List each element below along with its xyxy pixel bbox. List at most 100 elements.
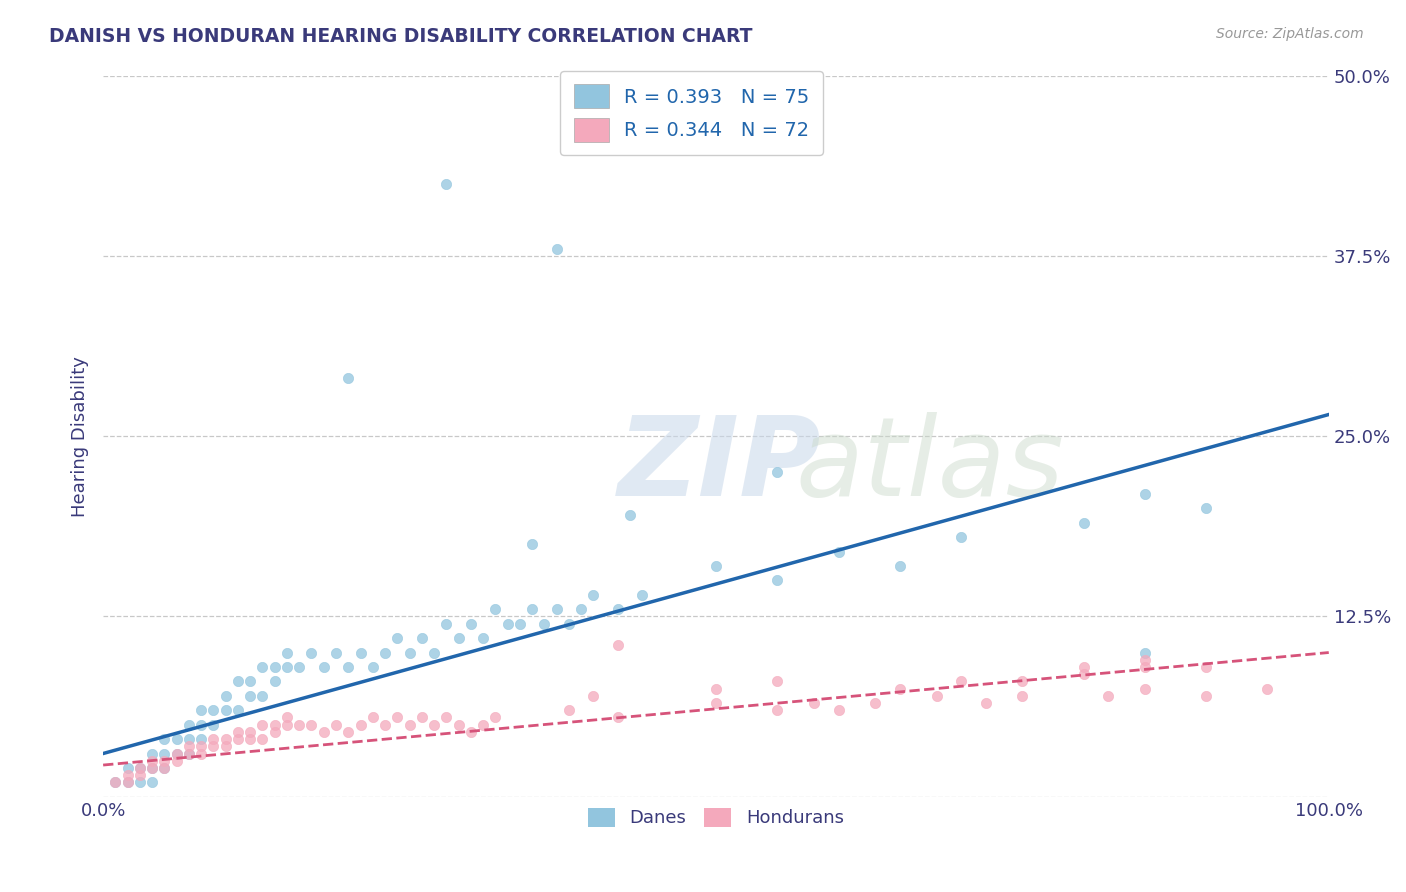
Point: [434, 710, 457, 724]
Point: [276, 717, 298, 731]
Point: [117, 775, 139, 789]
Point: [349, 717, 371, 731]
Text: DANISH VS HONDURAN HEARING DISABILITY CORRELATION CHART: DANISH VS HONDURAN HEARING DISABILITY CO…: [49, 27, 752, 45]
Point: [827, 703, 849, 717]
Point: [117, 761, 139, 775]
Point: [239, 674, 262, 689]
Point: [496, 616, 519, 631]
Point: [1195, 660, 1218, 674]
Point: [950, 530, 973, 544]
Point: [1256, 681, 1278, 696]
Point: [301, 717, 323, 731]
Point: [387, 710, 409, 724]
Point: [520, 602, 543, 616]
Point: [558, 616, 581, 631]
Point: [288, 660, 311, 674]
Point: [312, 724, 335, 739]
Point: [374, 717, 396, 731]
Point: [129, 775, 152, 789]
Point: [1011, 674, 1033, 689]
Point: [202, 717, 225, 731]
Point: [325, 646, 347, 660]
Point: [263, 724, 285, 739]
Point: [766, 574, 789, 588]
Point: [288, 717, 311, 731]
Point: [263, 717, 285, 731]
Point: [423, 717, 446, 731]
Point: [263, 660, 285, 674]
Point: [252, 660, 274, 674]
Point: [141, 761, 163, 775]
Point: [104, 775, 127, 789]
Point: [1073, 667, 1095, 681]
Point: [434, 177, 457, 191]
Point: [447, 717, 470, 731]
Point: [104, 775, 127, 789]
Point: [202, 739, 225, 754]
Point: [361, 660, 384, 674]
Point: [704, 696, 727, 710]
Point: [215, 732, 238, 747]
Point: [215, 703, 238, 717]
Point: [606, 710, 628, 724]
Point: [1195, 501, 1218, 516]
Point: [166, 732, 188, 747]
Point: [889, 681, 911, 696]
Point: [704, 559, 727, 574]
Point: [766, 703, 789, 717]
Point: [460, 724, 482, 739]
Point: [484, 602, 506, 616]
Point: [312, 660, 335, 674]
Point: [190, 732, 212, 747]
Point: [606, 638, 628, 652]
Point: [153, 761, 176, 775]
Point: [546, 602, 568, 616]
Point: [153, 761, 176, 775]
Point: [263, 674, 285, 689]
Point: [472, 717, 495, 731]
Point: [865, 696, 887, 710]
Text: Source: ZipAtlas.com: Source: ZipAtlas.com: [1216, 27, 1364, 41]
Point: [447, 631, 470, 645]
Point: [202, 703, 225, 717]
Point: [1195, 689, 1218, 703]
Point: [558, 703, 581, 717]
Point: [166, 754, 188, 768]
Point: [766, 674, 789, 689]
Point: [434, 616, 457, 631]
Point: [177, 739, 200, 754]
Point: [276, 710, 298, 724]
Y-axis label: Hearing Disability: Hearing Disability: [72, 356, 89, 516]
Point: [1133, 681, 1156, 696]
Point: [411, 710, 433, 724]
Point: [239, 724, 262, 739]
Point: [520, 537, 543, 551]
Point: [484, 710, 506, 724]
Point: [153, 754, 176, 768]
Point: [325, 717, 347, 731]
Point: [472, 631, 495, 645]
Point: [1133, 653, 1156, 667]
Point: [803, 696, 825, 710]
Point: [460, 616, 482, 631]
Point: [423, 646, 446, 660]
Point: [1011, 689, 1033, 703]
Text: ZIP: ZIP: [617, 411, 821, 518]
Point: [239, 689, 262, 703]
Point: [252, 717, 274, 731]
Point: [129, 761, 152, 775]
Point: [215, 689, 238, 703]
Point: [374, 646, 396, 660]
Point: [411, 631, 433, 645]
Point: [141, 747, 163, 761]
Point: [619, 508, 641, 523]
Point: [974, 696, 997, 710]
Point: [387, 631, 409, 645]
Point: [337, 371, 360, 385]
Point: [889, 559, 911, 574]
Point: [141, 775, 163, 789]
Point: [361, 710, 384, 724]
Point: [129, 768, 152, 782]
Point: [190, 703, 212, 717]
Point: [509, 616, 531, 631]
